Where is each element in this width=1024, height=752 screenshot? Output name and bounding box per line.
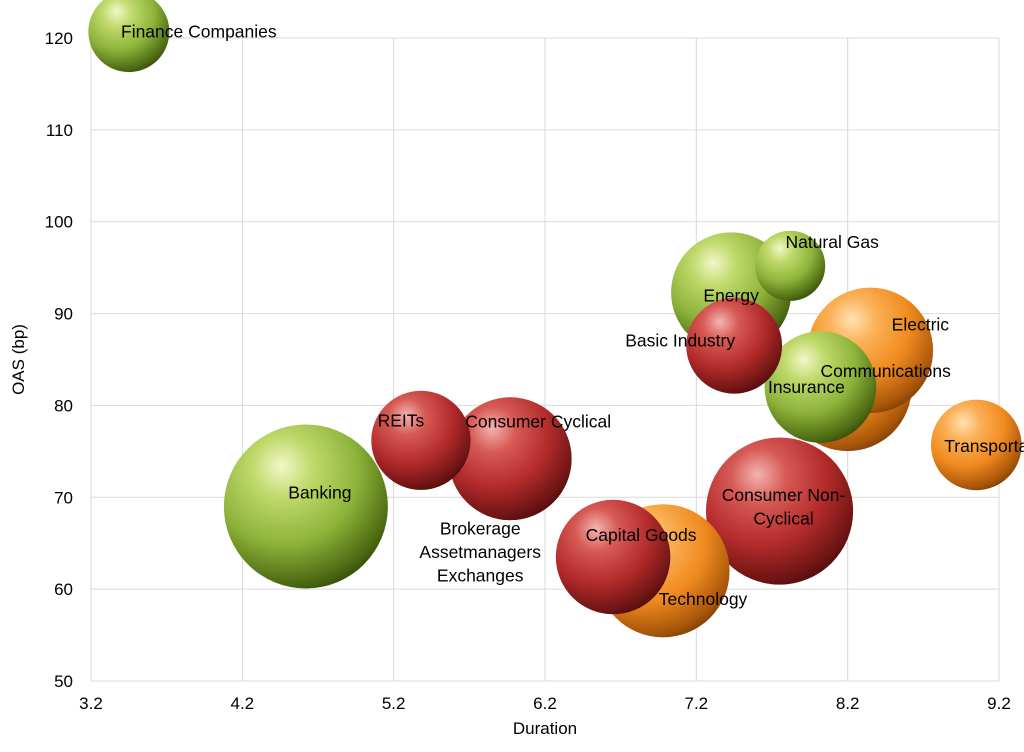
x-tick-label: 5.2 [382, 694, 406, 713]
y-tick-label: 60 [54, 580, 73, 599]
y-tick-label: 80 [54, 396, 73, 415]
bubble-label-energy: Energy [703, 285, 759, 305]
bubble-label-line: Finance Companies [121, 22, 277, 42]
bubble-label-line: Capital Goods [586, 525, 697, 545]
bubble-label-line: Insurance [768, 377, 845, 397]
y-tick-label: 110 [46, 121, 73, 140]
bubble-label-electric: Electric [892, 314, 950, 334]
bubble-capital-goods [555, 499, 671, 615]
bubble-label-line: Electric [892, 314, 950, 334]
bubble-label-line: Brokerage [440, 519, 521, 539]
bubble-label-transportation: Transportation [944, 436, 1024, 456]
bubble-label-natural-gas: Natural Gas [785, 232, 879, 252]
bubble-finance-companies [88, 0, 170, 73]
bubble-label-line: Consumer Cyclical [465, 412, 611, 432]
bubble-reits [371, 390, 471, 490]
y-tick-label: 100 [45, 213, 73, 232]
bubble-banking [223, 424, 388, 589]
bubble-label-line: Consumer Non- [722, 485, 846, 505]
bubble-label-reits: REITs [378, 410, 425, 430]
bubble-brokerage-assetmanagers-exchanges [448, 397, 572, 521]
bubble-label-line: Natural Gas [785, 232, 879, 252]
bubble-label-line: Transportation [944, 436, 1024, 456]
y-tick-label: 50 [54, 672, 73, 691]
tick-labels: 3.2 4.2 5.2 6.2 7.2 8.2 9.2 50 60 70 80 90 100 110 120 [45, 29, 1011, 713]
bubble-label-capital-goods: Capital Goods [586, 525, 697, 545]
x-tick-label: 4.2 [231, 694, 255, 713]
bubble-label-line: Banking [288, 482, 351, 502]
bubble-label-communications: Communications [821, 361, 952, 381]
bubble-label-basic-industry: Basic Industry [625, 331, 735, 351]
y-tick-label: 70 [54, 488, 73, 507]
bubble-label-brokerage-assetmanagers-exchanges: Brokerage Assetmanagers Exchanges [419, 519, 541, 586]
bubble-label-line: Exchanges [437, 566, 524, 586]
bubble-label-consumer-non-cyclical: Consumer Non- Cyclical [722, 485, 846, 528]
y-tick-label: 90 [54, 305, 73, 324]
bubble-label-line: Communications [821, 361, 952, 381]
bubble-natural-gas [755, 230, 826, 301]
bubble-label-line: Energy [703, 285, 759, 305]
x-tick-label: 7.2 [685, 694, 709, 713]
bubble-label-insurance: Insurance [768, 377, 845, 397]
bubble-label-line: Assetmanagers [419, 542, 541, 562]
bubble-label-line: Basic Industry [625, 331, 735, 351]
x-tick-label: 8.2 [836, 694, 860, 713]
bubble-label-consumer-cyclical: Consumer Cyclical [465, 412, 611, 432]
bubble-label-technology: Technology [659, 589, 748, 609]
y-axis-title: OAS (bp) [9, 324, 28, 395]
bubble-insurance [764, 331, 877, 443]
bubble-label-line: REITs [378, 410, 425, 430]
x-tick-label: 3.2 [79, 694, 103, 713]
bubble-label-banking: Banking [288, 482, 351, 502]
y-tick-label: 120 [45, 29, 73, 48]
x-tick-label: 6.2 [533, 694, 557, 713]
bubble-consumer-non-cyclical [706, 437, 854, 585]
bubble-label-line: Technology [659, 589, 748, 609]
bubble-labels: Banking Consumer Cyclical Brokerage Assetma… [121, 22, 1024, 609]
bubble-label-line: Cyclical [753, 509, 813, 529]
x-tick-label: 9.2 [987, 694, 1011, 713]
bubbles [88, 0, 1022, 638]
bubble-label-finance-companies: Finance Companies [121, 22, 277, 42]
bubble-transportation [931, 399, 1022, 491]
bubble-basic-industry [686, 297, 783, 394]
x-axis-title: Duration [513, 719, 577, 738]
